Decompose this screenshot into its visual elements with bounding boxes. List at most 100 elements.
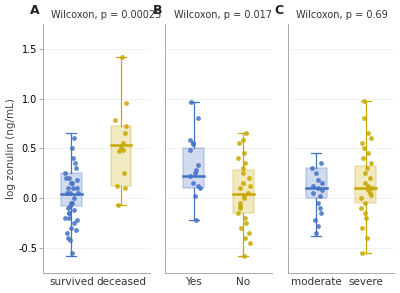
Point — [186, 148, 193, 153]
Point — [364, 188, 371, 193]
Point — [65, 186, 71, 191]
Point — [240, 254, 247, 259]
Point — [318, 211, 324, 216]
Point — [362, 171, 368, 176]
Point — [359, 141, 366, 146]
Point — [195, 163, 201, 168]
Point — [195, 184, 201, 189]
Point — [364, 166, 370, 171]
Point — [358, 206, 364, 211]
Point — [118, 146, 124, 151]
Point — [68, 201, 74, 206]
Point — [234, 211, 241, 216]
Point — [368, 186, 375, 191]
Point — [242, 216, 248, 221]
Bar — [306, 168, 327, 198]
Point — [193, 168, 199, 173]
Point — [196, 186, 203, 191]
Point — [68, 181, 75, 186]
Text: A: A — [30, 4, 40, 17]
Point — [67, 204, 73, 209]
Point — [74, 178, 80, 183]
Point — [243, 221, 249, 226]
Point — [64, 191, 70, 196]
Point — [123, 124, 129, 129]
Point — [115, 203, 121, 208]
Point — [359, 251, 366, 256]
Text: Wilcoxon, p = 0.017: Wilcoxon, p = 0.017 — [174, 10, 272, 20]
Point — [237, 206, 244, 211]
Point — [358, 196, 364, 201]
Point — [237, 204, 243, 209]
Point — [368, 161, 374, 166]
Point — [193, 218, 199, 223]
Point — [62, 171, 69, 176]
Point — [240, 171, 246, 176]
Point — [364, 236, 370, 241]
Point — [65, 211, 72, 216]
Point — [238, 226, 245, 231]
Point — [367, 191, 373, 196]
Point — [190, 141, 196, 146]
Point — [240, 166, 246, 171]
Point — [240, 181, 246, 186]
Point — [246, 184, 253, 189]
Point — [192, 171, 198, 176]
Point — [241, 151, 247, 156]
Point — [318, 161, 324, 166]
Point — [112, 118, 118, 123]
Point — [66, 176, 72, 181]
Point — [366, 176, 373, 181]
Point — [246, 176, 252, 181]
Point — [72, 161, 78, 166]
Point — [120, 141, 126, 146]
Point — [365, 184, 371, 189]
Point — [314, 186, 321, 191]
Point — [62, 176, 69, 181]
Point — [70, 196, 77, 201]
Y-axis label: log zonulin (ng/mL): log zonulin (ng/mL) — [6, 98, 16, 199]
Point — [235, 156, 241, 161]
Point — [236, 186, 243, 191]
Point — [317, 194, 323, 199]
Point — [73, 228, 79, 233]
Point — [74, 218, 80, 223]
Point — [73, 166, 80, 171]
Point — [315, 201, 321, 206]
Point — [68, 181, 74, 186]
Point — [69, 201, 76, 206]
Text: B: B — [152, 4, 162, 17]
Bar — [61, 173, 82, 206]
Point — [116, 149, 122, 154]
Point — [67, 238, 73, 243]
Point — [73, 186, 80, 191]
Point — [240, 138, 247, 143]
Point — [319, 181, 326, 186]
Point — [310, 191, 316, 196]
Point — [70, 208, 77, 213]
Bar — [110, 127, 131, 186]
Point — [367, 193, 374, 198]
Point — [245, 191, 251, 196]
Point — [187, 138, 193, 143]
Bar — [233, 171, 254, 213]
Point — [70, 186, 76, 191]
Point — [64, 206, 71, 211]
Point — [309, 166, 316, 171]
Point — [66, 211, 72, 216]
Point — [311, 218, 318, 223]
Point — [70, 156, 76, 161]
Point — [362, 211, 368, 216]
Point — [64, 231, 70, 236]
Point — [315, 178, 321, 183]
Point — [246, 241, 253, 246]
Bar — [355, 166, 376, 203]
Point — [188, 99, 194, 104]
Point — [120, 171, 127, 176]
Point — [240, 194, 247, 199]
Point — [71, 221, 77, 226]
Point — [361, 116, 367, 121]
Point — [69, 146, 75, 151]
Point — [67, 191, 74, 196]
Point — [121, 186, 128, 191]
